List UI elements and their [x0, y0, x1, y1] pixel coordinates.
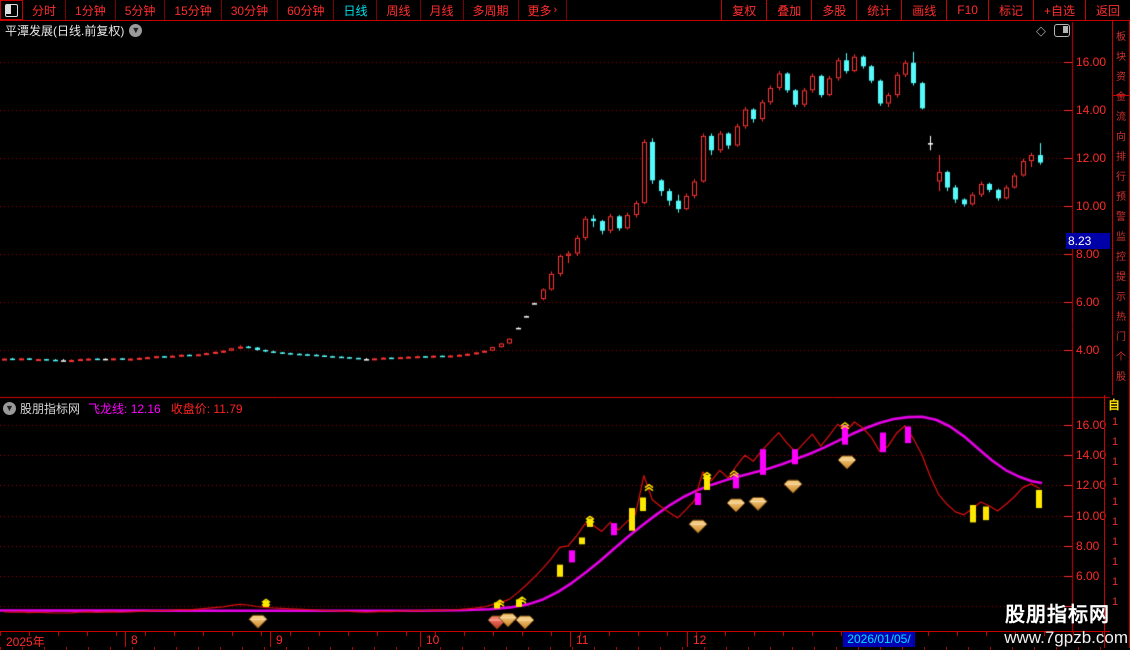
- menu-item-tool-5[interactable]: F10: [946, 0, 988, 20]
- layout-toggle-icon[interactable]: [0, 0, 23, 20]
- diamond-outline-icon[interactable]: ◇: [1036, 23, 1046, 38]
- watermark-url: www.7gpzb.com: [1004, 628, 1128, 647]
- time-axis-separator: [270, 632, 271, 647]
- time-axis-label: 11: [576, 633, 589, 647]
- menu-item-tool-3[interactable]: 统计: [856, 0, 901, 20]
- time-axis-label: 9: [276, 633, 283, 647]
- indicator-value-label: 飞龙线: 12.16: [88, 402, 161, 416]
- watermark-site-name: 股朋指标网: [1005, 604, 1110, 626]
- tools-menu: 复权 叠加 多股 统计 画线 F10 标记 +自选 返回: [721, 0, 1130, 20]
- lower-y-label: 12.00: [1076, 478, 1107, 493]
- upper-y-label: 8.00: [1076, 246, 1100, 261]
- time-axis: 2025年 8 9 10 11 12 2026/01/05/—: [0, 631, 1110, 650]
- time-axis-label: 10: [426, 633, 440, 647]
- menu-item-tool-1[interactable]: 叠加: [766, 0, 811, 20]
- menu-item-period-2[interactable]: 5分钟: [116, 0, 166, 20]
- upper-y-label: 10.00: [1076, 198, 1107, 213]
- time-axis-separator: [420, 632, 421, 647]
- time-axis-separator: [125, 632, 126, 647]
- indicator-source-label: 股朋指标网: [20, 402, 81, 416]
- menu-item-period-9[interactable]: 多周期: [464, 0, 519, 20]
- menu-item-period-5[interactable]: 60分钟: [278, 0, 335, 20]
- menu-item-period-3[interactable]: 15分钟: [165, 0, 222, 20]
- latest-date-badge: 2026/01/05/—: [843, 632, 915, 650]
- chevron-down-icon[interactable]: ▼: [3, 402, 16, 415]
- time-axis-ticks: [0, 632, 1110, 636]
- menu-item-period-1[interactable]: 1分钟: [66, 0, 116, 20]
- chevron-right-icon: ›: [553, 4, 558, 16]
- indicator-header: ▼ 股朋指标网 飞龙线: 12.16 收盘价: 11.79: [0, 400, 243, 417]
- lower-y-label: 8.00: [1076, 538, 1100, 553]
- menu-item-tool-0[interactable]: 复权: [721, 0, 766, 20]
- menu-item-period-6[interactable]: 日线: [334, 0, 378, 20]
- lower-y-label: 10.00: [1076, 508, 1107, 523]
- sliver-vertical-labels: 板块资金流向排行预警监控提示热门个股: [1116, 32, 1126, 383]
- menu-item-period-8[interactable]: 月线: [421, 0, 464, 20]
- stock-title: 平潭发展(日线.前复权): [5, 23, 125, 38]
- upper-y-label: 12.00: [1076, 150, 1107, 165]
- menu-item-period-4[interactable]: 30分钟: [222, 0, 279, 20]
- top-menu-bar: 分时 1分钟 5分钟 15分钟 30分钟 60分钟 日线 周线 月线 多周期 更多 › 复权 叠加 多股统…: [0, 0, 1130, 21]
- upper-y-label: 14.00: [1076, 102, 1107, 117]
- period-menu: 分时 1分钟 5分钟 15分钟 30分钟 60分钟 日线 周线 月线 多周期 更多 ›: [23, 0, 568, 20]
- lower-y-label: 16.00: [1076, 418, 1107, 432]
- sliver-self-char: 自: [1108, 398, 1121, 412]
- upper-y-label: 6.00: [1076, 294, 1100, 309]
- menu-item-tool-8[interactable]: 返回: [1084, 0, 1130, 20]
- time-axis-label: 8: [131, 633, 138, 647]
- time-axis-separator: [687, 632, 688, 647]
- panel-toggle-icon[interactable]: [1054, 24, 1070, 37]
- menu-item-tool-4[interactable]: 画线: [901, 0, 946, 20]
- menu-item-tool-6[interactable]: 标记: [987, 0, 1033, 20]
- menu-item-period-7[interactable]: 周线: [377, 0, 421, 20]
- chevron-down-icon[interactable]: ▼: [129, 23, 143, 37]
- time-axis-separator: [570, 632, 571, 647]
- upper-y-label: 4.00: [1076, 342, 1100, 357]
- watermark: 股朋指标网 www.7gpzb.com: [1004, 598, 1128, 648]
- lower-y-label: 14.00: [1076, 448, 1107, 463]
- menu-item-period-10[interactable]: 更多 ›: [519, 0, 568, 20]
- price-badge: 8.23: [1066, 233, 1110, 249]
- close-value-label: 收盘价: 11.79: [170, 402, 243, 416]
- lower-y-label: 6.00: [1076, 569, 1100, 583]
- chart-title-bar: 平潭发展(日线.前复权) ▼: [0, 20, 1110, 40]
- menu-item-period-0[interactable]: 分时: [23, 0, 67, 20]
- bottom-partial-row: [0, 647, 1110, 650]
- upper-y-label: 16.00: [1076, 54, 1107, 69]
- time-axis-label: 2025年: [6, 635, 45, 649]
- time-axis-label: 12: [693, 633, 707, 647]
- menu-item-tool-2[interactable]: 多股: [811, 0, 856, 20]
- menu-item-tool-7[interactable]: +自选: [1032, 0, 1085, 20]
